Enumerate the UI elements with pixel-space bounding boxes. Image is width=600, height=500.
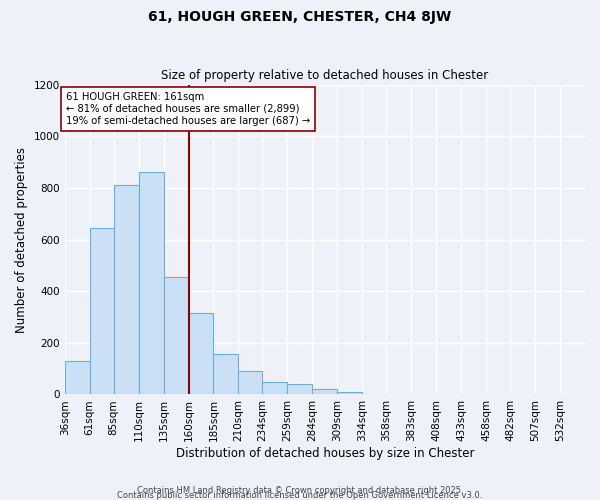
Bar <box>262 382 287 394</box>
Title: Size of property relative to detached houses in Chester: Size of property relative to detached ho… <box>161 69 488 82</box>
Bar <box>287 384 313 394</box>
Bar <box>188 313 214 394</box>
Bar <box>313 390 337 394</box>
Bar <box>89 228 113 394</box>
X-axis label: Distribution of detached houses by size in Chester: Distribution of detached houses by size … <box>176 447 474 460</box>
Text: 61, HOUGH GREEN, CHESTER, CH4 8JW: 61, HOUGH GREEN, CHESTER, CH4 8JW <box>148 10 452 24</box>
Text: Contains HM Land Registry data © Crown copyright and database right 2025.: Contains HM Land Registry data © Crown c… <box>137 486 463 495</box>
Text: 61 HOUGH GREEN: 161sqm
← 81% of detached houses are smaller (2,899)
19% of semi-: 61 HOUGH GREEN: 161sqm ← 81% of detached… <box>65 92 310 126</box>
Bar <box>337 392 362 394</box>
Bar <box>164 277 188 394</box>
Text: Contains public sector information licensed under the Open Government Licence v3: Contains public sector information licen… <box>118 491 482 500</box>
Y-axis label: Number of detached properties: Number of detached properties <box>15 146 28 332</box>
Bar <box>139 172 164 394</box>
Bar <box>113 186 139 394</box>
Bar <box>214 354 238 395</box>
Bar <box>238 371 262 394</box>
Bar <box>65 361 89 394</box>
